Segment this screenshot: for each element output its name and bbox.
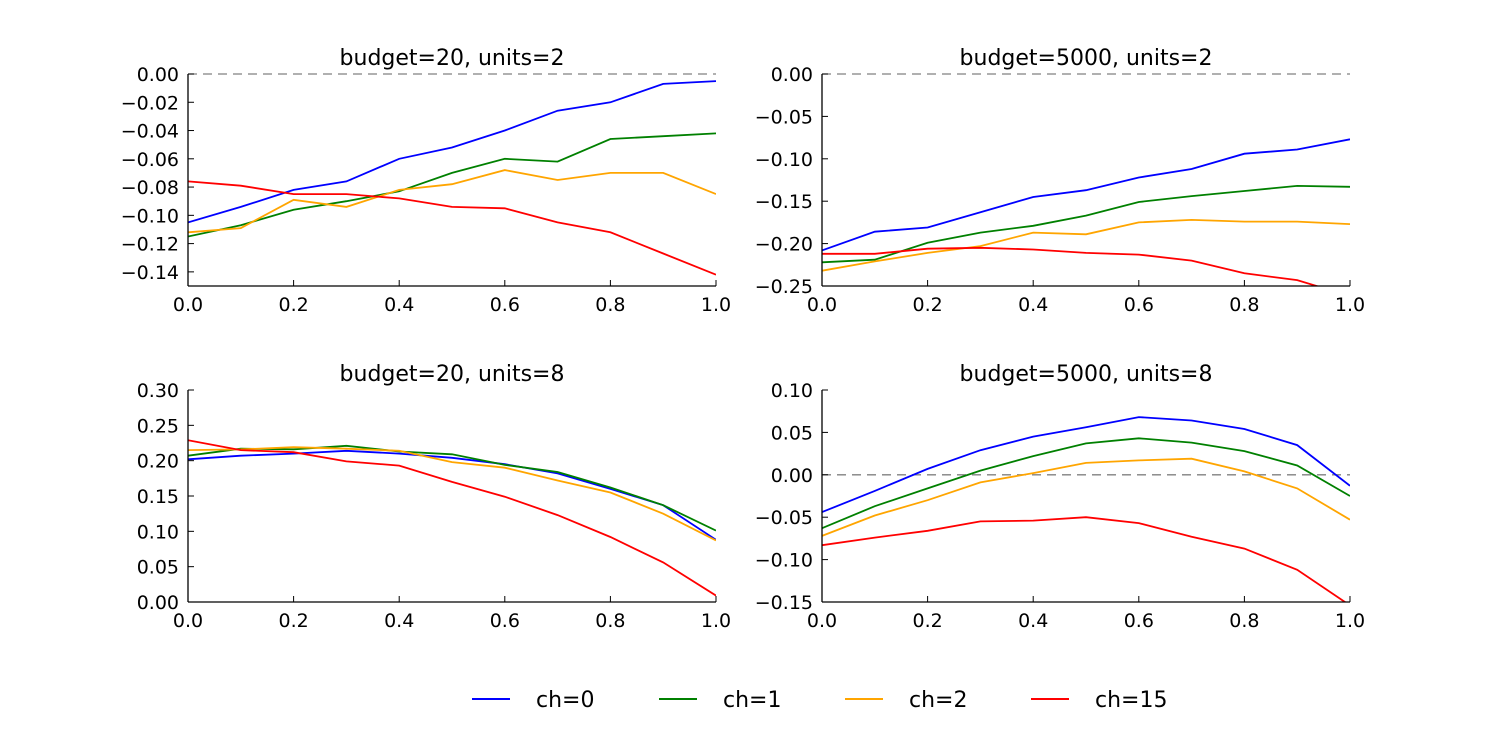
y-tick-label: −0.10 [121, 205, 179, 227]
y-tick-label: 0.05 [137, 557, 179, 579]
legend-item: ch=0 [472, 688, 594, 713]
y-tick-label: 0.10 [771, 380, 813, 402]
y-tick-label: 0.15 [137, 486, 179, 508]
series-line-ch=2 [188, 169, 716, 234]
y-tick-label: 0.30 [137, 380, 179, 402]
y-tick-label: −0.02 [121, 92, 179, 114]
legend-label: ch=15 [1095, 688, 1167, 713]
panel-title: budget=20, units=8 [340, 362, 565, 387]
y-tick-label: 0.10 [137, 521, 179, 543]
x-tick-label: 0.2 [912, 294, 942, 316]
series-line-ch=2 [822, 457, 1350, 537]
x-tick-label: 0.4 [384, 294, 414, 316]
y-tick-label: 0.00 [137, 592, 179, 614]
legend-item: ch=1 [659, 688, 781, 713]
series-line-ch=0 [188, 449, 716, 541]
series-line-ch=15 [188, 439, 716, 597]
x-tick-label: 0.0 [173, 294, 203, 316]
x-tick-label: 0.8 [595, 294, 625, 316]
chart-panel-2: 0.0 0.2 0.4 0.6 0.8 1.0 0.30 0.25 0.20 0.15 0.10 0.… [137, 362, 731, 632]
legend-label: ch=0 [536, 688, 594, 713]
x-tick-label: 0.0 [807, 294, 837, 316]
legend-label: ch=2 [909, 688, 967, 713]
panel-title: budget=20, units=2 [340, 46, 565, 71]
y-tick-label: −0.25 [755, 276, 813, 298]
series-line-ch=2 [188, 446, 716, 542]
y-tick-label: −0.14 [121, 262, 179, 284]
y-tick-label: −0.05 [755, 106, 813, 128]
y-tick-label: −0.10 [755, 149, 813, 171]
y-tick-label: −0.08 [121, 177, 179, 199]
x-tick-label: 1.0 [1335, 294, 1365, 316]
x-tick-label: 0.6 [1124, 610, 1154, 632]
y-tick-label: 0.00 [771, 64, 813, 86]
x-tick-label: 0.2 [912, 610, 942, 632]
y-tick-label: −0.05 [755, 507, 813, 529]
x-tick-label: 0.0 [807, 610, 837, 632]
x-tick-label: 1.0 [1335, 610, 1365, 632]
x-tick-label: 1.0 [701, 610, 731, 632]
series-line-ch=15 [822, 246, 1320, 286]
series-line-ch=0 [188, 80, 716, 224]
y-tick-label: −0.20 [755, 234, 813, 256]
x-tick-label: 0.4 [384, 610, 414, 632]
y-tick-label: 0.00 [771, 465, 813, 487]
x-tick-label: 0.4 [1018, 610, 1048, 632]
legend-item: ch=2 [845, 688, 967, 713]
legend-label: ch=1 [723, 688, 781, 713]
chart-panel-3: 0.0 0.2 0.4 0.6 0.8 1.0 0.10 0.05 0.00 −0.05 −0.10… [755, 362, 1365, 632]
panel-title: budget=5000, units=8 [960, 362, 1213, 387]
chart-panel-1: 0.0 0.2 0.4 0.6 0.8 1.0 0.00 −0.05 −0.10 −0.15 −0.… [755, 46, 1365, 316]
y-tick-label: 0.00 [137, 64, 179, 86]
x-tick-label: 0.8 [1229, 294, 1259, 316]
x-tick-label: 0.8 [595, 610, 625, 632]
x-tick-label: 0.6 [1124, 294, 1154, 316]
series-line-ch=2 [822, 218, 1350, 272]
legend-item: ch=15 [1031, 688, 1167, 713]
legend: ch=0 ch=1 ch=2 ch=15 [472, 688, 1167, 713]
x-tick-label: 0.6 [490, 294, 520, 316]
x-tick-label: 0.0 [173, 610, 203, 632]
y-tick-label: 0.25 [137, 415, 179, 437]
series-line-ch=1 [822, 184, 1350, 264]
y-tick-label: −0.12 [121, 234, 179, 256]
series-line-ch=1 [822, 437, 1350, 530]
y-tick-label: −0.15 [755, 592, 813, 614]
y-tick-label: −0.06 [121, 149, 179, 171]
series-line-ch=1 [188, 444, 716, 532]
y-tick-label: −0.10 [755, 550, 813, 572]
y-tick-label: −0.15 [755, 191, 813, 213]
chart-panel-0: 0.0 0.2 0.4 0.6 0.8 1.0 0.00 −0.02 −0.04 −0.06 −0.… [121, 46, 731, 316]
y-tick-label: 0.05 [771, 422, 813, 444]
series-line-ch=0 [822, 138, 1350, 252]
x-tick-label: 0.8 [1229, 610, 1259, 632]
x-tick-label: 0.4 [1018, 294, 1048, 316]
series-line-ch=1 [188, 132, 716, 238]
panel-title: budget=5000, units=2 [960, 46, 1213, 71]
y-tick-label: 0.20 [137, 451, 179, 473]
x-tick-label: 0.2 [278, 294, 308, 316]
x-tick-label: 1.0 [701, 294, 731, 316]
series-line-ch=15 [188, 180, 716, 276]
series-line-ch=0 [822, 416, 1350, 513]
x-tick-label: 0.2 [278, 610, 308, 632]
series-line-ch=15 [822, 516, 1347, 602]
chart-panels: 0.0 0.2 0.4 0.6 0.8 1.0 0.00 −0.02 −0.04 −0.06 −0.… [121, 46, 1365, 632]
x-tick-label: 0.6 [490, 610, 520, 632]
y-tick-label: −0.04 [121, 121, 179, 143]
